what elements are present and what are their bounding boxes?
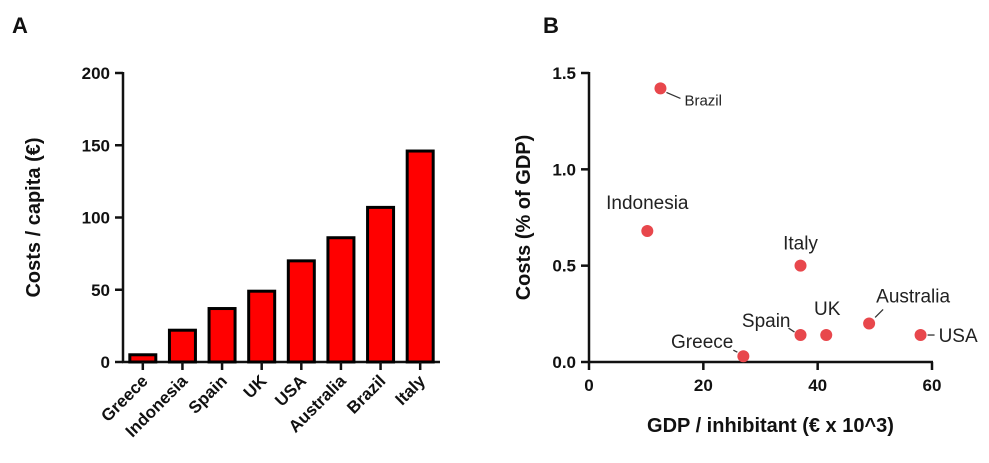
y-tick-label: 0.0 [552, 353, 576, 372]
point-italy [794, 259, 807, 272]
point-australia [863, 317, 876, 330]
point-label-indonesia: Indonesia [606, 193, 689, 214]
x-tick-label: 20 [694, 376, 713, 395]
y-tick-label: 200 [82, 64, 110, 83]
label-leader-line [733, 349, 738, 353]
y-tick-label: 0.5 [552, 257, 576, 276]
label-leader-line [874, 309, 884, 318]
bar-australia [326, 236, 356, 364]
bar-greece [128, 353, 158, 364]
label-leader-line [666, 91, 681, 100]
scatter-chart: 0.0 0.5 1.0 1.5 0 20 40 60 GDP / inhibitant (€ x… [513, 64, 978, 437]
x-tick-label: 60 [923, 376, 942, 395]
y-axis-title: Costs / capita (€) [23, 137, 45, 297]
point-uk [820, 329, 833, 342]
point-label-usa: USA [939, 326, 978, 347]
y-tick-label: 150 [82, 136, 110, 155]
y-tick-label: 1.5 [552, 64, 576, 83]
y-tick-label: 50 [91, 281, 110, 300]
point-label-australia: Australia [876, 286, 950, 307]
x-tick-label-italy: Italy [392, 371, 430, 409]
x-tick-label: 0 [584, 376, 593, 395]
point-greece [737, 350, 750, 363]
point-spain [794, 329, 807, 342]
point-label-greece: Greece [671, 332, 733, 353]
x-tick-label-uk: UK [240, 371, 271, 402]
point-label-italy: Italy [783, 234, 818, 255]
y-tick-label: 100 [82, 209, 110, 228]
x-tick-label: 40 [808, 376, 827, 395]
panel-letter-b: B [543, 13, 559, 38]
point-usa [914, 329, 927, 342]
panel-letter-a: A [12, 13, 28, 38]
point-label-spain: Spain [742, 311, 791, 332]
bar-brazil [366, 205, 396, 364]
label-leader-line [788, 327, 795, 333]
x-axis-title: GDP / inhibitant (€ x 10^3) [647, 415, 894, 437]
point-indonesia [641, 224, 654, 237]
bar-spain [207, 307, 237, 364]
point-label-brazil: Brazil [684, 92, 722, 109]
y-tick-label: 1.0 [552, 160, 576, 179]
y-axis-title: Costs (% of GDP) [513, 135, 535, 301]
x-tick-label-brazil: Brazil [343, 371, 389, 417]
bar-indonesia [167, 328, 197, 364]
bar-italy [405, 149, 435, 364]
bar-usa [286, 259, 316, 364]
x-tick-label-spain: Spain [185, 371, 231, 417]
point-label-uk: UK [814, 299, 841, 320]
bar-uk [247, 289, 277, 364]
point-brazil [654, 82, 667, 95]
y-tick-label: 0 [101, 353, 110, 372]
